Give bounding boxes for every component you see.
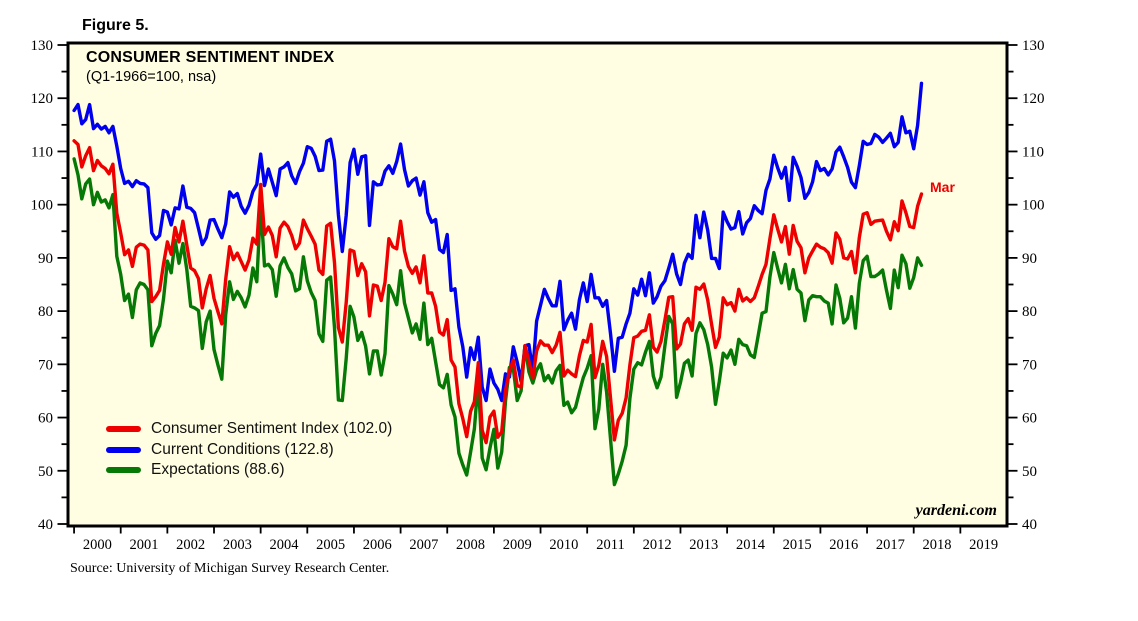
x-year-label: 2019 (969, 537, 998, 553)
x-year-label: 2001 (130, 537, 159, 553)
y-tick-label-left: 110 (31, 144, 53, 160)
y-tick-label-right: 100 (1022, 198, 1045, 214)
legend-label: Current Conditions (122.8) (151, 440, 334, 458)
legend-label: Consumer Sentiment Index (102.0) (151, 420, 393, 438)
y-tick-label-right: 90 (1022, 251, 1037, 267)
legend-swatch (106, 446, 141, 453)
figure-label: Figure 5. (82, 17, 149, 34)
x-year-label: 2007 (409, 537, 438, 553)
legend-row: Expectations (88.6) (106, 460, 392, 481)
x-year-label: 2003 (223, 537, 252, 553)
x-year-label: 2013 (689, 537, 718, 553)
x-year-label: 2006 (363, 537, 392, 553)
x-year-label: 2018 (923, 537, 952, 553)
y-tick-label-right: 80 (1022, 304, 1037, 320)
x-year-label: 2012 (643, 537, 672, 553)
y-tick-label-left: 120 (31, 91, 54, 107)
x-year-label: 2004 (269, 537, 299, 553)
y-tick-label-right: 120 (1022, 91, 1045, 107)
x-year-label: 2011 (596, 537, 624, 553)
x-year-label: 2005 (316, 537, 345, 553)
series-line-current-conditions (72, 81, 924, 403)
latest-month-annotation: Mar (930, 179, 955, 195)
y-tick-label-right: 110 (1022, 144, 1044, 160)
y-tick-label-right: 60 (1022, 411, 1037, 427)
legend-row: Consumer Sentiment Index (102.0) (106, 419, 392, 440)
y-tick-label-right: 40 (1022, 517, 1037, 533)
y-tick-label-left: 130 (31, 38, 54, 54)
x-year-label: 2016 (829, 537, 858, 553)
y-tick-label-left: 100 (31, 198, 54, 214)
y-tick-label-left: 50 (38, 464, 53, 480)
legend-swatch (106, 467, 141, 474)
y-tick-label-left: 90 (38, 251, 53, 267)
x-axis: 2000 2001 2002 2003 2004 2005 2006 2007 2008 2009… (73, 526, 998, 553)
x-year-label: 2000 (83, 537, 112, 553)
y-tick-label-left: 80 (38, 304, 53, 320)
x-year-label: 2008 (456, 537, 485, 553)
y-tick-label-left: 60 (38, 411, 53, 427)
x-year-label: 2009 (503, 537, 532, 553)
legend-label: Expectations (88.6) (151, 461, 285, 479)
x-year-label: 2010 (549, 537, 578, 553)
y-axes: 40 40 50 50 60 60 70 70 80 80 90 90 100 100 110 110 120 1… (31, 38, 1045, 533)
x-year-label: 2002 (176, 537, 205, 553)
y-tick-label-right: 130 (1022, 38, 1045, 54)
chart-subtitle: (Q1-1966=100, nsa) (86, 69, 217, 85)
y-tick-label-right: 70 (1022, 357, 1037, 373)
series-line-consumer-sentiment-index (72, 139, 924, 445)
x-year-label: 2017 (876, 537, 905, 553)
x-year-label: 2014 (736, 537, 766, 553)
legend-row: Current Conditions (122.8) (106, 440, 392, 461)
y-tick-label-right: 50 (1022, 464, 1037, 480)
yardeni-watermark: yardeni.com (915, 502, 997, 519)
source-note: Source: University of Michigan Survey Re… (70, 561, 390, 576)
series-line-expectations (72, 157, 924, 487)
legend: Consumer Sentiment Index (102.0) Current … (106, 419, 392, 481)
y-tick-label-left: 70 (38, 357, 53, 373)
y-tick-label-left: 40 (38, 517, 53, 533)
chart-title: CONSUMER SENTIMENT INDEX (86, 49, 335, 66)
legend-swatch (106, 426, 141, 433)
x-year-label: 2015 (783, 537, 812, 553)
